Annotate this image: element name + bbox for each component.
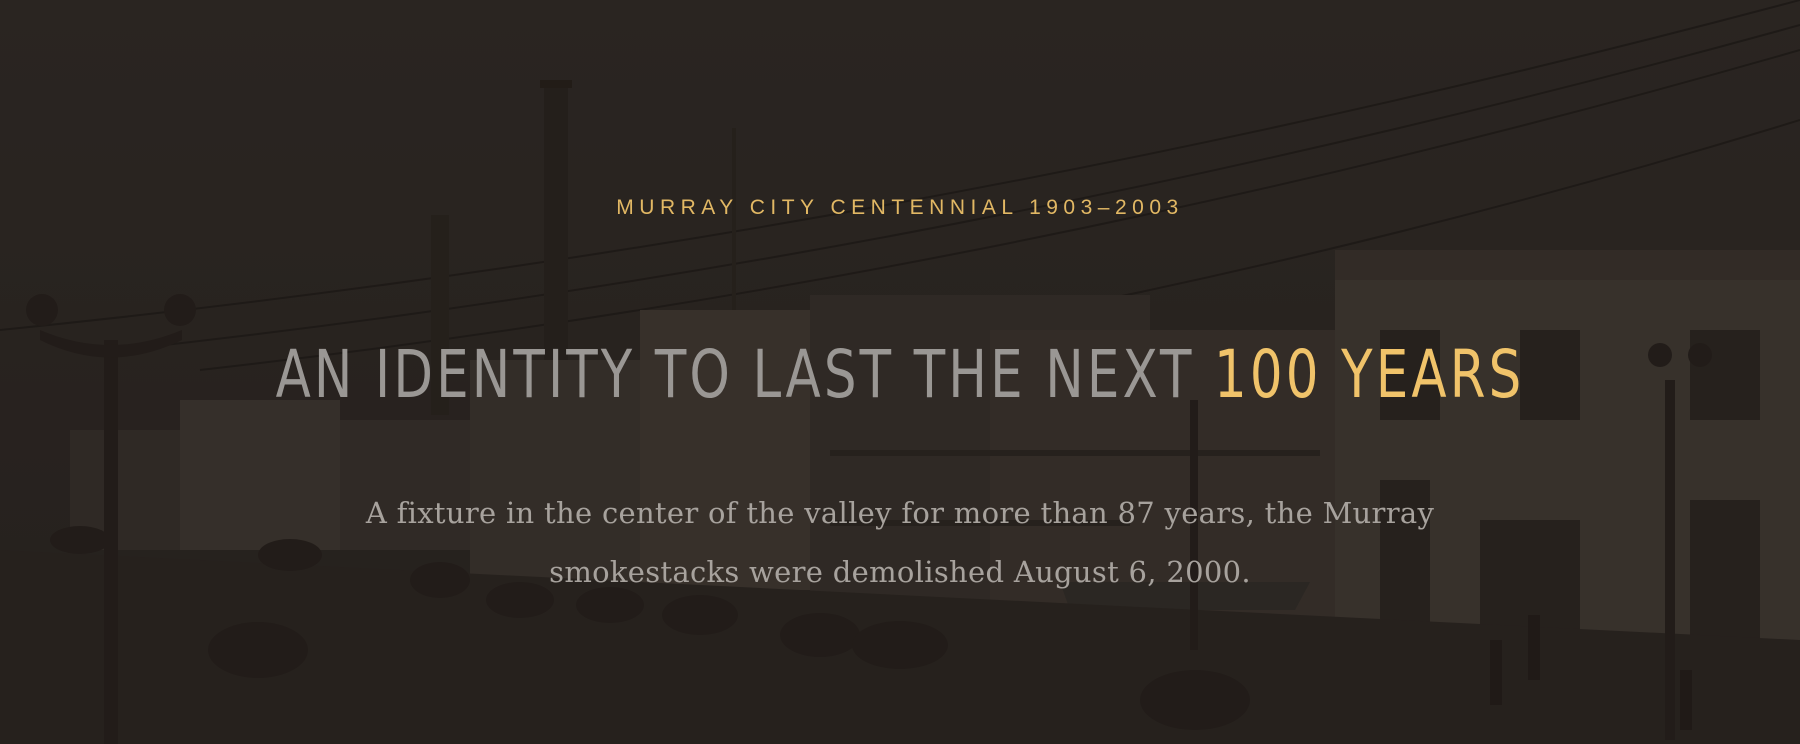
eyebrow-text: MURRAY CITY CENTENNIAL 1903–2003 [616,196,1184,219]
headline-accent: 100 YEARS [1214,336,1525,413]
lead-paragraph: A fixture in the center of the valley fo… [365,496,1435,589]
page-title: AN IDENTITY TO LAST THE NEXT 100 YEARS [198,336,1602,413]
headline-main: AN IDENTITY TO LAST THE NEXT [275,336,1215,413]
